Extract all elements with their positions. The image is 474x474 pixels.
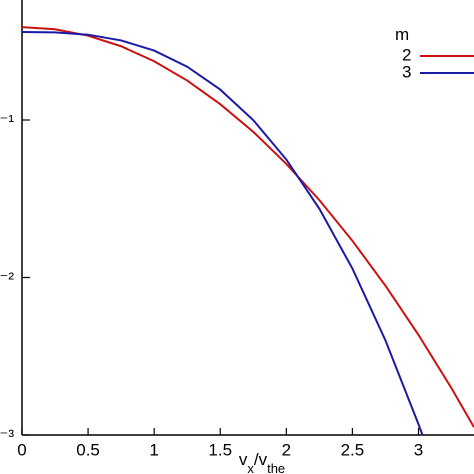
x-axis-label-part: the [267, 461, 285, 474]
series-line [21, 31, 424, 436]
x-axis-label-part: x [247, 461, 254, 474]
legend-label: 3 [402, 62, 411, 81]
x-tick-label: 0.5 [76, 440, 100, 459]
series-line [21, 26, 474, 428]
y-tick-label: 10⁻¹ [0, 111, 14, 130]
legend-label: 2 [402, 45, 411, 64]
x-tick-label: 2 [282, 440, 291, 459]
y-tick-label: 10⁻² [0, 269, 14, 288]
x-tick-label: 1 [149, 440, 158, 459]
x-axis-label-part: /v [254, 450, 268, 469]
x-axis-label-part: v [239, 450, 248, 469]
x-axis-label: vx/vthe [239, 450, 285, 474]
y-tick-label: 10⁻³ [0, 426, 14, 445]
x-tick-label: 1.5 [208, 440, 232, 459]
x-tick-label: 0 [17, 440, 26, 459]
x-tick-label: 3 [414, 440, 423, 459]
legend-title: m [395, 25, 409, 44]
x-tick-label: 2.5 [341, 440, 365, 459]
